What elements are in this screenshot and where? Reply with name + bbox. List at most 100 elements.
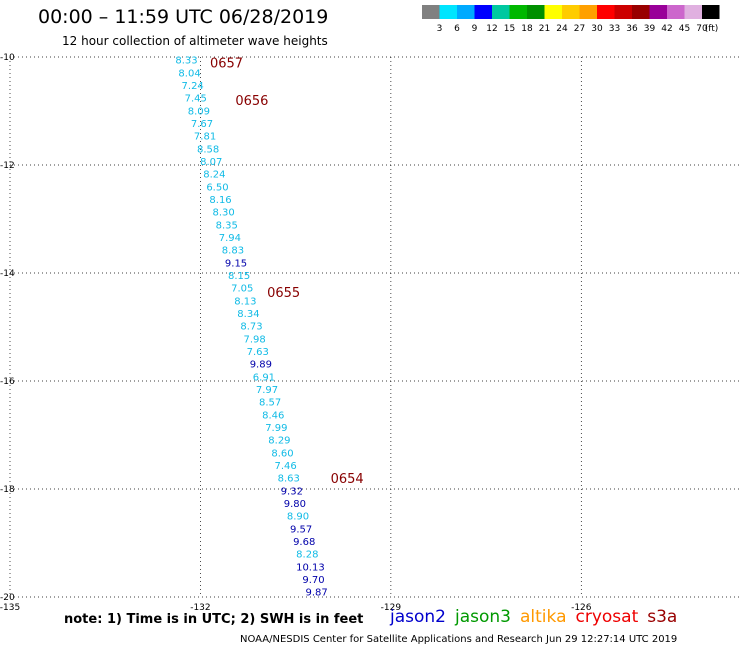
wave-height-value: 8.29	[268, 436, 290, 447]
wave-height-value: 8.57	[259, 398, 281, 409]
satellite-legend-item: s3a	[647, 607, 678, 627]
color-scale-swatch	[684, 5, 702, 19]
wave-height-value: 9.15	[225, 258, 247, 269]
color-scale-label: 6	[454, 24, 460, 34]
wave-height-value: 8.04	[178, 68, 200, 79]
axis-layer: -135-132-129-126-123-10-12-14-16-18-20	[0, 53, 592, 613]
color-scale-swatch	[702, 5, 720, 19]
wave-height-value: 7.45	[185, 94, 207, 105]
wave-height-value: 7.81	[194, 132, 216, 143]
time-label: 0655	[267, 286, 300, 301]
wave-height-value: 6.50	[206, 182, 228, 193]
color-scale-label: 36	[626, 24, 638, 34]
x-tick-label: -126	[571, 603, 592, 613]
wave-height-value: 7.99	[265, 423, 287, 434]
wave-height-value: 8.24	[203, 170, 225, 181]
color-scale-swatch	[527, 5, 545, 19]
wave-height-value: 7.94	[219, 233, 241, 244]
time-label: 0657	[210, 56, 243, 71]
satellite-legend: jason2 jason3 altika cryosat s3a	[390, 607, 686, 627]
wave-height-value: 9.70	[302, 575, 324, 586]
wave-height-value: 10.13	[296, 562, 325, 573]
wave-height-value: 8.90	[287, 512, 309, 523]
color-scale-swatch	[439, 5, 457, 19]
wave-height-value: 9.87	[305, 588, 327, 599]
color-scale-label: 27	[574, 24, 585, 34]
color-scale-label: 3	[437, 24, 443, 34]
color-scale-label: 12	[486, 24, 497, 34]
color-scale-swatch	[632, 5, 650, 19]
time-label: 0656	[235, 94, 268, 109]
color-scale-label: 70	[696, 24, 708, 34]
data-layer: 8.338.04 7.24 7.458.09 7.67 7.818.58 8.07 8.24…	[175, 56, 364, 599]
color-scale-swatch	[544, 5, 562, 19]
color-scale-label: 24	[556, 24, 568, 34]
wave-height-value: 8.13	[234, 296, 256, 307]
color-scale-swatch	[649, 5, 667, 19]
chart-title: 00:00 – 11:59 UTC 06/28/2019	[38, 6, 329, 28]
color-scale-swatch	[667, 5, 685, 19]
wave-height-value: 8.34	[237, 309, 259, 320]
time-label: 0654	[331, 472, 364, 487]
wave-height-value: 9.68	[293, 537, 315, 548]
wave-height-value: 6.91	[253, 372, 275, 383]
color-scale-label: 39	[644, 24, 656, 34]
wave-height-value: 8.09	[188, 106, 210, 117]
wave-height-value: 9.57	[290, 524, 312, 535]
wave-height-value: 7.97	[256, 385, 278, 396]
color-scale-label: 45	[679, 24, 690, 34]
color-scale-swatch	[422, 5, 440, 19]
color-scale-swatch	[614, 5, 632, 19]
color-scale-unit: (ft)	[705, 24, 719, 34]
y-tick-label: -10	[0, 53, 15, 63]
wave-height-value: 8.33	[175, 56, 197, 67]
wave-height-value: 8.16	[209, 195, 231, 206]
footer-note: note: 1) Time is in UTC; 2) SWH is in fe…	[64, 612, 364, 627]
color-scale-label: 42	[661, 24, 672, 34]
wave-height-value: 8.73	[240, 322, 262, 333]
x-tick-label: -135	[0, 603, 20, 613]
satellite-legend-item: jason3	[455, 607, 511, 627]
wave-height-value: 8.35	[216, 220, 238, 231]
color-scale-swatch	[579, 5, 597, 19]
wave-height-value: 7.46	[274, 461, 296, 472]
y-tick-label: -18	[0, 485, 15, 495]
satellite-legend-item: cryosat	[575, 607, 639, 627]
chart-subtitle: 12 hour collection of altimeter wave hei…	[62, 34, 328, 48]
y-tick-label: -16	[0, 377, 15, 387]
color-scale-label: 18	[521, 24, 533, 34]
wave-height-value: 8.46	[262, 410, 284, 421]
wave-height-value: 7.24	[182, 81, 204, 92]
wave-height-value: 8.83	[222, 246, 244, 257]
wave-height-value: 7.98	[244, 334, 266, 345]
satellite-legend-item: jason2	[390, 607, 446, 627]
color-scale-label: 21	[539, 24, 550, 34]
footer-credit: NOAA/NESDIS Center for Satellite Applica…	[240, 634, 678, 645]
wave-height-value: 8.30	[213, 208, 235, 219]
x-tick-label: -132	[190, 603, 210, 613]
color-scale-label: 9	[472, 24, 478, 34]
x-tick-label: -129	[381, 603, 402, 613]
wave-height-value: 7.05	[231, 284, 253, 295]
satellite-legend-item: altika	[520, 607, 567, 627]
wave-height-value: 8.28	[296, 550, 318, 561]
color-scale-label: 30	[591, 24, 603, 34]
color-scale-swatch	[597, 5, 615, 19]
color-scale-label: 15	[504, 24, 515, 34]
wave-height-value: 7.63	[247, 347, 269, 358]
wave-height-value: 9.89	[250, 360, 272, 371]
color-scale-label: 33	[609, 24, 620, 34]
wave-height-value: 8.58	[197, 144, 219, 155]
color-scale-swatch	[474, 5, 492, 19]
color-scale-swatch	[509, 5, 527, 19]
wave-height-value: 8.07	[200, 157, 222, 168]
wave-height-value: 9.32	[281, 486, 303, 497]
wave-height-value: 8.63	[278, 474, 300, 485]
wave-height-value: 9.80	[284, 499, 306, 510]
wave-height-value: 8.60	[271, 448, 293, 459]
y-tick-label: -20	[0, 593, 15, 603]
color-scale-swatch	[492, 5, 510, 19]
wave-height-value: 7.67	[191, 119, 213, 130]
grid-layer	[9, 56, 740, 598]
